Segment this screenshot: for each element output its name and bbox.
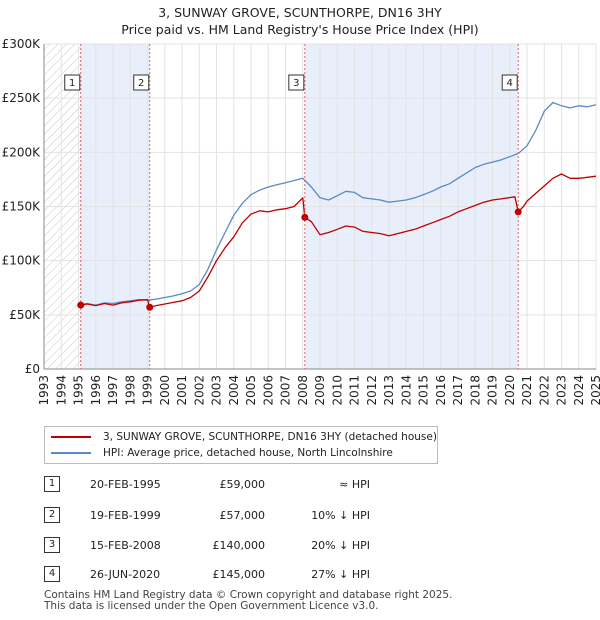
sale-date: 20-FEB-1995: [90, 478, 161, 491]
title-line-2: Price paid vs. HM Land Registry's House …: [121, 22, 479, 37]
sale-price: £59,000: [219, 478, 266, 491]
sale-date: 26-JUN-2020: [90, 568, 161, 581]
y-tick-label: £150K: [2, 200, 42, 214]
sale-number-badge: 3: [44, 537, 60, 553]
x-tick-label: 2020: [503, 375, 517, 406]
sale-price: £145,000: [212, 568, 266, 581]
x-tick-label: 2010: [330, 375, 344, 406]
legend: 3, SUNWAY GROVE, SCUNTHORPE, DN16 3HY (d…: [44, 426, 438, 464]
sale-date: 15-FEB-2008: [90, 539, 161, 552]
x-tick-label: 2005: [244, 375, 258, 406]
footer-line-1: Contains HM Land Registry data © Crown c…: [44, 589, 453, 601]
footer-line-2: This data is licensed under the Open Gov…: [44, 600, 379, 612]
x-tick-label: 2015: [417, 375, 431, 406]
sale-hpi-diff: 27% ↓ HPI: [311, 568, 370, 581]
chart-area: £0 £50K £100K £150K £200K £250K £300K 1993 1994 1…: [2, 37, 600, 406]
sale-hpi-diff: 10% ↓ HPI: [311, 509, 370, 522]
sale-point: [514, 208, 522, 216]
x-tick-label: 2022: [537, 375, 551, 406]
x-tick-label: 2021: [520, 375, 534, 406]
x-tick-label: 2003: [210, 375, 224, 406]
x-tick-label: 1993: [37, 375, 51, 406]
x-tick-label: 2016: [434, 375, 448, 406]
legend-label-property: 3, SUNWAY GROVE, SCUNTHORPE, DN16 3HY (d…: [103, 431, 437, 443]
sale-marker-box: [501, 74, 518, 91]
sale-point: [77, 301, 85, 309]
x-tick-label: 2019: [486, 375, 500, 406]
sale-hpi-diff: ≈ HPI: [339, 478, 370, 491]
x-tick-label: 1997: [106, 375, 120, 406]
sale-point: [301, 213, 309, 221]
x-tick-label: 1996: [89, 375, 103, 406]
y-tick-label: £300K: [2, 37, 42, 51]
sale-row: 1 20-FEB-1995 £59,000 ≈ HPI: [40, 476, 440, 492]
x-tick-label: 1995: [72, 375, 86, 406]
sale-marker-label: 4: [507, 78, 513, 89]
x-tick-label: 2012: [365, 375, 379, 406]
x-tick-label: 1994: [54, 375, 68, 406]
footer: Contains HM Land Registry data © Crown c…: [44, 590, 452, 612]
x-tick-label: 2013: [382, 375, 396, 406]
x-tick-label: 2025: [589, 375, 600, 406]
y-tick-label: £50K: [9, 308, 41, 322]
legend-swatch-property: [51, 436, 91, 438]
x-tick-label: 2006: [261, 375, 275, 406]
x-tick-label: 2002: [192, 375, 206, 406]
sale-hpi-diff: 20% ↓ HPI: [311, 539, 370, 552]
x-tick-label: 2024: [572, 375, 586, 406]
x-tick-label: 2023: [555, 375, 569, 406]
x-tick-label: 2004: [227, 375, 241, 406]
x-tick-label: 2001: [175, 375, 189, 406]
property-price-line: [80, 173, 597, 308]
y-tick-label: £250K: [2, 91, 42, 105]
sale-number-badge: 1: [44, 476, 60, 492]
sale-row: 4 26-JUN-2020 £145,000 27% ↓ HPI: [40, 566, 440, 582]
x-tick-label: 2007: [279, 375, 293, 406]
sale-number-badge: 4: [44, 566, 60, 582]
sale-date: 19-FEB-1999: [90, 509, 161, 522]
sale-marker-label: 3: [293, 78, 299, 89]
x-tick-label: 2011: [348, 375, 362, 406]
x-tick-label: 2009: [313, 375, 327, 406]
sale-marker-box: [288, 74, 305, 91]
chart-title: 3, SUNWAY GROVE, SCUNTHORPE, DN16 3HY Pr…: [0, 4, 600, 38]
sale-row: 2 19-FEB-1999 £57,000 10% ↓ HPI: [40, 507, 440, 523]
x-tick-label: 2000: [158, 375, 172, 406]
sale-number-badge: 2: [44, 507, 60, 523]
sale-marker-box: [64, 74, 81, 91]
sale-marker-label: 2: [138, 78, 144, 89]
sale-marker-label: 1: [69, 78, 75, 89]
x-tick-label: 1998: [123, 375, 137, 406]
x-tick-label: 1999: [141, 375, 155, 406]
y-tick-label: £100K: [2, 254, 42, 268]
hpi-line: [80, 101, 597, 306]
sale-row: 3 15-FEB-2008 £140,000 20% ↓ HPI: [40, 537, 440, 553]
sale-point: [146, 303, 154, 311]
title-line-1: 3, SUNWAY GROVE, SCUNTHORPE, DN16 3HY: [158, 5, 442, 20]
x-tick-label: 2018: [468, 375, 482, 406]
x-tick-label: 2014: [399, 375, 413, 406]
sale-price: £140,000: [212, 539, 266, 552]
y-tick-label: £0: [25, 362, 40, 376]
x-tick-label: 2017: [451, 375, 465, 406]
legend-label-hpi: HPI: Average price, detached house, Nort…: [103, 447, 393, 459]
sale-price: £57,000: [219, 509, 266, 522]
legend-swatch-hpi: [51, 452, 91, 454]
sale-marker-box: [133, 74, 150, 91]
y-tick-label: £200K: [2, 145, 42, 159]
x-tick-label: 2008: [296, 375, 310, 406]
